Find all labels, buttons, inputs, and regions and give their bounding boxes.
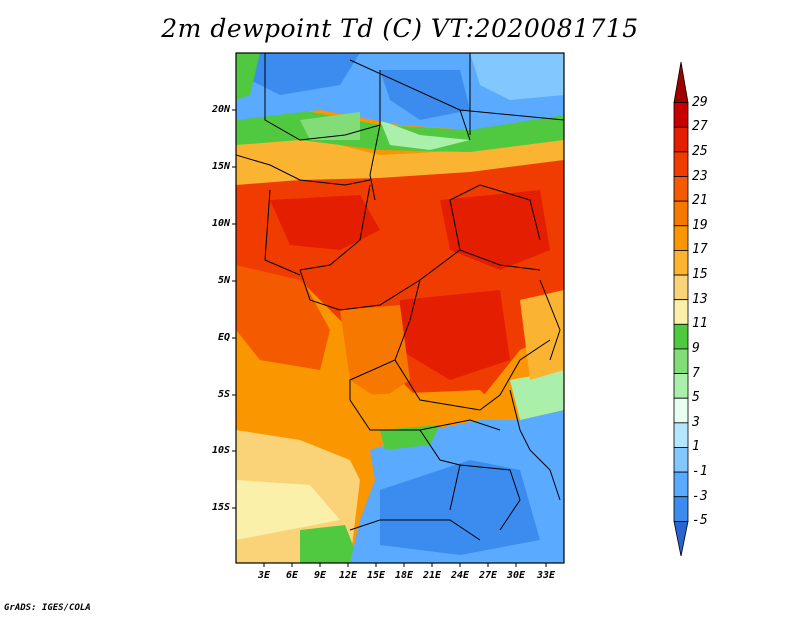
lon-label-27e: 27E <box>478 570 498 581</box>
colorbar-swatch <box>673 126 689 153</box>
colorbar-label: 15 <box>692 267 708 283</box>
colorbar-label: 27 <box>692 119 708 135</box>
lat-label-15n: 15N <box>211 161 230 172</box>
colorbar-swatch <box>673 496 689 522</box>
colorbar-label: -1 <box>692 464 708 480</box>
colorbar-swatch <box>673 422 689 448</box>
lon-label-9e: 9E <box>313 570 327 581</box>
colorbar-swatch <box>673 151 689 177</box>
map-title: 2m dewpoint Td (C) VT:2020081715 <box>161 14 639 43</box>
lon-ticks <box>263 563 547 567</box>
colorbar <box>673 61 689 557</box>
lon-label-24e: 24E <box>450 570 470 581</box>
colorbar-label: -5 <box>692 513 708 529</box>
colorbar-label: 9 <box>692 340 700 356</box>
colorbar-swatch <box>673 471 689 498</box>
colorbar-label: 7 <box>692 365 700 381</box>
colorbar-swatch <box>673 323 689 350</box>
colorbar-label: 17 <box>692 242 708 258</box>
colorbar-label: 19 <box>692 217 708 233</box>
lat-label-15s: 15S <box>211 502 230 513</box>
lat-ticks <box>232 109 236 509</box>
colorbar-swatch <box>673 176 689 202</box>
colorbar-label: 3 <box>692 414 700 430</box>
colorbar-swatch <box>673 61 689 104</box>
map-frame <box>235 52 565 564</box>
map-field <box>236 53 564 563</box>
lon-label-21e: 21E <box>422 570 442 581</box>
colorbar-swatch <box>673 447 689 473</box>
colorbar-label: 11 <box>692 316 708 332</box>
colorbar-swatch <box>673 348 689 374</box>
lat-label-5s: 5S <box>217 389 230 400</box>
colorbar-label: 21 <box>692 193 708 209</box>
colorbar-swatch <box>673 520 689 557</box>
colorbar-label: 23 <box>692 168 708 184</box>
lat-label-20n: 20N <box>211 104 230 115</box>
colorbar-swatch <box>673 225 689 251</box>
lon-label-12e: 12E <box>338 570 358 581</box>
lon-label-30e: 30E <box>506 570 526 581</box>
colorbar-label: -3 <box>692 488 708 504</box>
lat-label-10n: 10N <box>211 218 230 229</box>
colorbar-swatch <box>673 299 689 325</box>
colorbar-swatch <box>673 397 689 424</box>
lon-label-18e: 18E <box>394 570 414 581</box>
lon-label-15e: 15E <box>366 570 386 581</box>
colorbar-label: 29 <box>692 94 708 110</box>
colorbar-label: 13 <box>692 291 708 307</box>
colorbar-label: 5 <box>692 390 700 406</box>
lon-label-6e: 6E <box>285 570 299 581</box>
colorbar-label: 25 <box>692 143 708 159</box>
colorbar-swatch <box>673 102 689 128</box>
lon-label-3e: 3E <box>257 570 271 581</box>
lat-label-eq: EQ <box>217 332 230 343</box>
colorbar-swatch <box>673 373 689 399</box>
colorbar-swatch <box>673 200 689 227</box>
colorbar-swatch <box>673 250 689 276</box>
lon-label-33e: 33E <box>536 570 556 581</box>
grads-credit: GrADS: IGES/COLA <box>4 603 91 613</box>
country-borders <box>236 53 564 541</box>
colorbar-swatch <box>673 274 689 301</box>
colorbar-label: 1 <box>692 439 700 455</box>
lat-label-10s: 10S <box>211 445 230 456</box>
lat-label-5n: 5N <box>217 275 230 286</box>
